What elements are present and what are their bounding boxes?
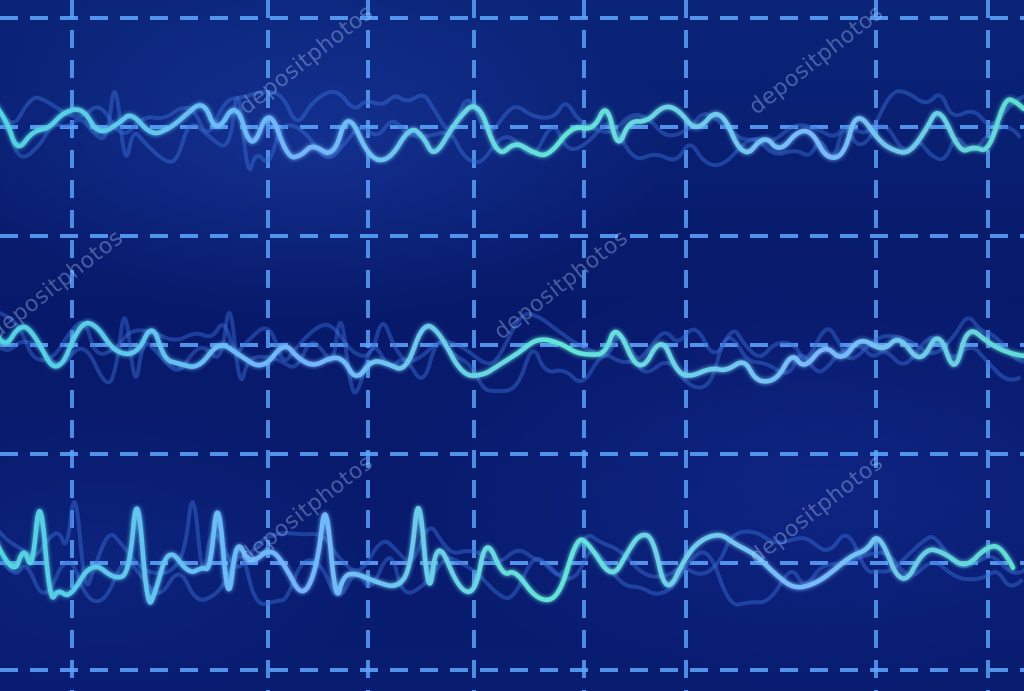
ghost-traces xyxy=(0,89,1024,607)
ghost-waveform-trace xyxy=(0,500,1024,587)
ghost-waveform-trace xyxy=(0,310,1024,366)
ghost-waveform-trace xyxy=(0,89,1024,143)
eeg-waveform-trace xyxy=(0,506,1016,605)
eeg-traces xyxy=(0,97,1024,605)
eeg-waveform-trace xyxy=(0,320,1024,384)
ghost-waveform-trace xyxy=(0,90,1022,172)
eeg-waveform-trace xyxy=(0,97,1024,163)
ghost-waveform-trace xyxy=(0,311,1022,395)
